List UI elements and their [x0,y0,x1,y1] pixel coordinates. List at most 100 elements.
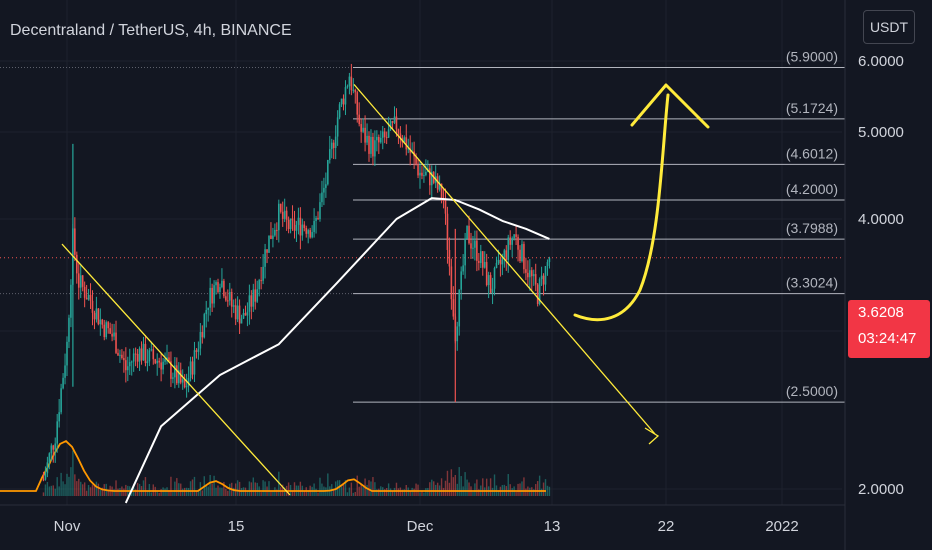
candle-body [403,137,406,143]
volume-bar [442,487,445,496]
candle-body [483,261,486,268]
volume-bar [413,488,415,496]
candle-body [487,275,490,286]
volume-bar [423,492,425,496]
candle-body [254,289,257,302]
volume-bar [264,481,266,496]
volume-bar [131,490,133,496]
candle-body [452,299,455,317]
volume-bar [221,487,223,496]
volume-bar [489,478,492,496]
candle-body [278,203,280,231]
volume-bar [427,487,429,496]
candle-body [266,249,268,253]
candle-body [46,462,49,474]
candle-body [381,131,384,138]
candle-body [285,210,288,220]
volume-bar [350,482,353,496]
volume-bar [138,484,141,496]
candle-body [356,92,359,115]
volume-bar [472,491,474,496]
candle-body [79,275,82,288]
volume-bar [291,491,294,496]
candle-body [128,362,131,367]
candle-body [456,326,459,342]
volume-bar [64,484,66,496]
candle-body [293,220,296,231]
volume-bar [187,487,190,496]
candle-body [193,350,196,375]
candle-body [364,127,366,143]
candle-body [105,322,108,338]
volume-bar [421,491,423,496]
candle-body [538,279,541,304]
volume-bar [315,488,317,496]
volume-bar [95,481,98,496]
candle-body [460,271,462,290]
candle-body [536,284,539,304]
candle-body [164,359,166,362]
candle-body [56,421,58,444]
volume-bar [356,475,358,496]
fib-level-label: (3.7988) [786,220,838,236]
volume-bar [272,491,274,496]
fib-level-label: (2.5000) [786,383,838,399]
bar-countdown: 03:24:47 [858,330,917,347]
candle-body [217,282,219,293]
candle-body [70,284,72,318]
candle-body [68,317,70,342]
volume-bar [354,491,356,496]
volume-bar [372,477,374,496]
candle-body [48,453,51,463]
candle-body [332,142,335,148]
time-tick-label: Dec [407,518,434,535]
volume-bar [56,477,58,496]
candle-body [209,287,211,308]
volume-bar [93,485,96,496]
candle-body [158,360,160,363]
candle-body [95,308,98,320]
candle-body [174,365,176,378]
volume-bar [223,481,225,496]
candle-body [495,262,498,269]
candle-body [227,300,229,302]
candle-body [42,479,45,481]
volume-bar [327,473,329,496]
volume-bar [248,481,251,496]
candle-body [272,235,274,239]
volume-bar [268,481,270,496]
candle-body [125,360,127,371]
candle-body [328,149,331,160]
volume-bar [50,485,53,496]
candle-body [142,343,145,361]
volume-bar [219,487,221,496]
trend-drawings[interactable] [61,83,710,496]
candle-body [66,341,68,366]
volume-bar [236,480,239,496]
volume-bar [340,486,343,496]
candle-body [123,358,125,361]
volume-bar [142,480,145,496]
candle-body [170,361,172,379]
candle-body [207,307,209,310]
volume-bar [148,484,151,496]
volume-bar [232,487,235,496]
currency-button[interactable]: USDT [863,10,915,44]
candle-body [523,244,525,270]
candle-body [311,232,313,238]
candle-body [111,333,113,337]
candle-body [389,121,392,130]
volume-bar [193,476,196,496]
time-axis[interactable]: Nov 15 Dec 13 22 2022 [0,504,845,535]
candle-body [264,249,266,267]
volume-bar [389,488,392,496]
volume-bar [287,482,290,496]
volume-bar [321,483,323,496]
volume-bar [393,487,396,496]
candle-body [360,124,362,132]
volume-bar [521,481,523,496]
volume-bar [317,492,319,496]
candle-body [548,258,551,263]
